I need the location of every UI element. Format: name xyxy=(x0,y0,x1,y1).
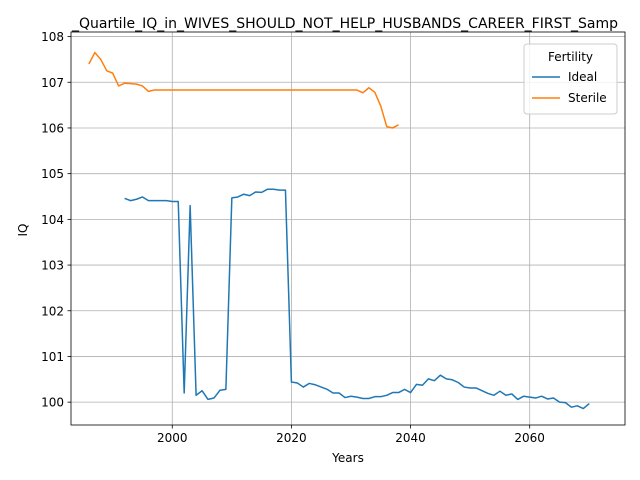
y-tick-label: 105 xyxy=(41,167,64,181)
x-tick-label: 2000 xyxy=(157,431,188,445)
legend-label-ideal: Ideal xyxy=(568,70,597,84)
x-tick-label: 2040 xyxy=(395,431,426,445)
x-axis-label: Years xyxy=(331,451,364,465)
y-axis-label: IQ xyxy=(16,224,30,237)
series-lines xyxy=(88,51,590,410)
legend: Fertility Ideal Sterile xyxy=(523,43,618,115)
grid-lines xyxy=(71,32,625,425)
chart-title: _Quartile_IQ_in_WIVES_SHOULD_NOT_HELP_HU… xyxy=(71,16,618,32)
legend-title: Fertility xyxy=(548,50,593,64)
y-tick-label: 103 xyxy=(41,259,64,273)
y-tick-label: 108 xyxy=(41,30,64,44)
series-line-ideal xyxy=(124,188,590,410)
legend-label-sterile: Sterile xyxy=(568,91,607,105)
y-tick-label: 106 xyxy=(41,121,64,135)
x-tick-label: 2020 xyxy=(276,431,307,445)
y-tick-label: 107 xyxy=(41,76,64,90)
series-line-sterile xyxy=(88,51,399,129)
y-tick-label: 104 xyxy=(41,213,64,227)
y-tick-label: 102 xyxy=(41,304,64,318)
y-tick-label: 101 xyxy=(41,350,64,364)
axis-ticks: 2000 2020 2040 2060 100 101 102 103 104 105 106 107… xyxy=(41,30,545,445)
x-tick-label: 2060 xyxy=(514,431,545,445)
legend-box xyxy=(523,43,618,115)
plot-area-frame xyxy=(70,31,626,426)
y-tick-label: 100 xyxy=(41,396,64,410)
